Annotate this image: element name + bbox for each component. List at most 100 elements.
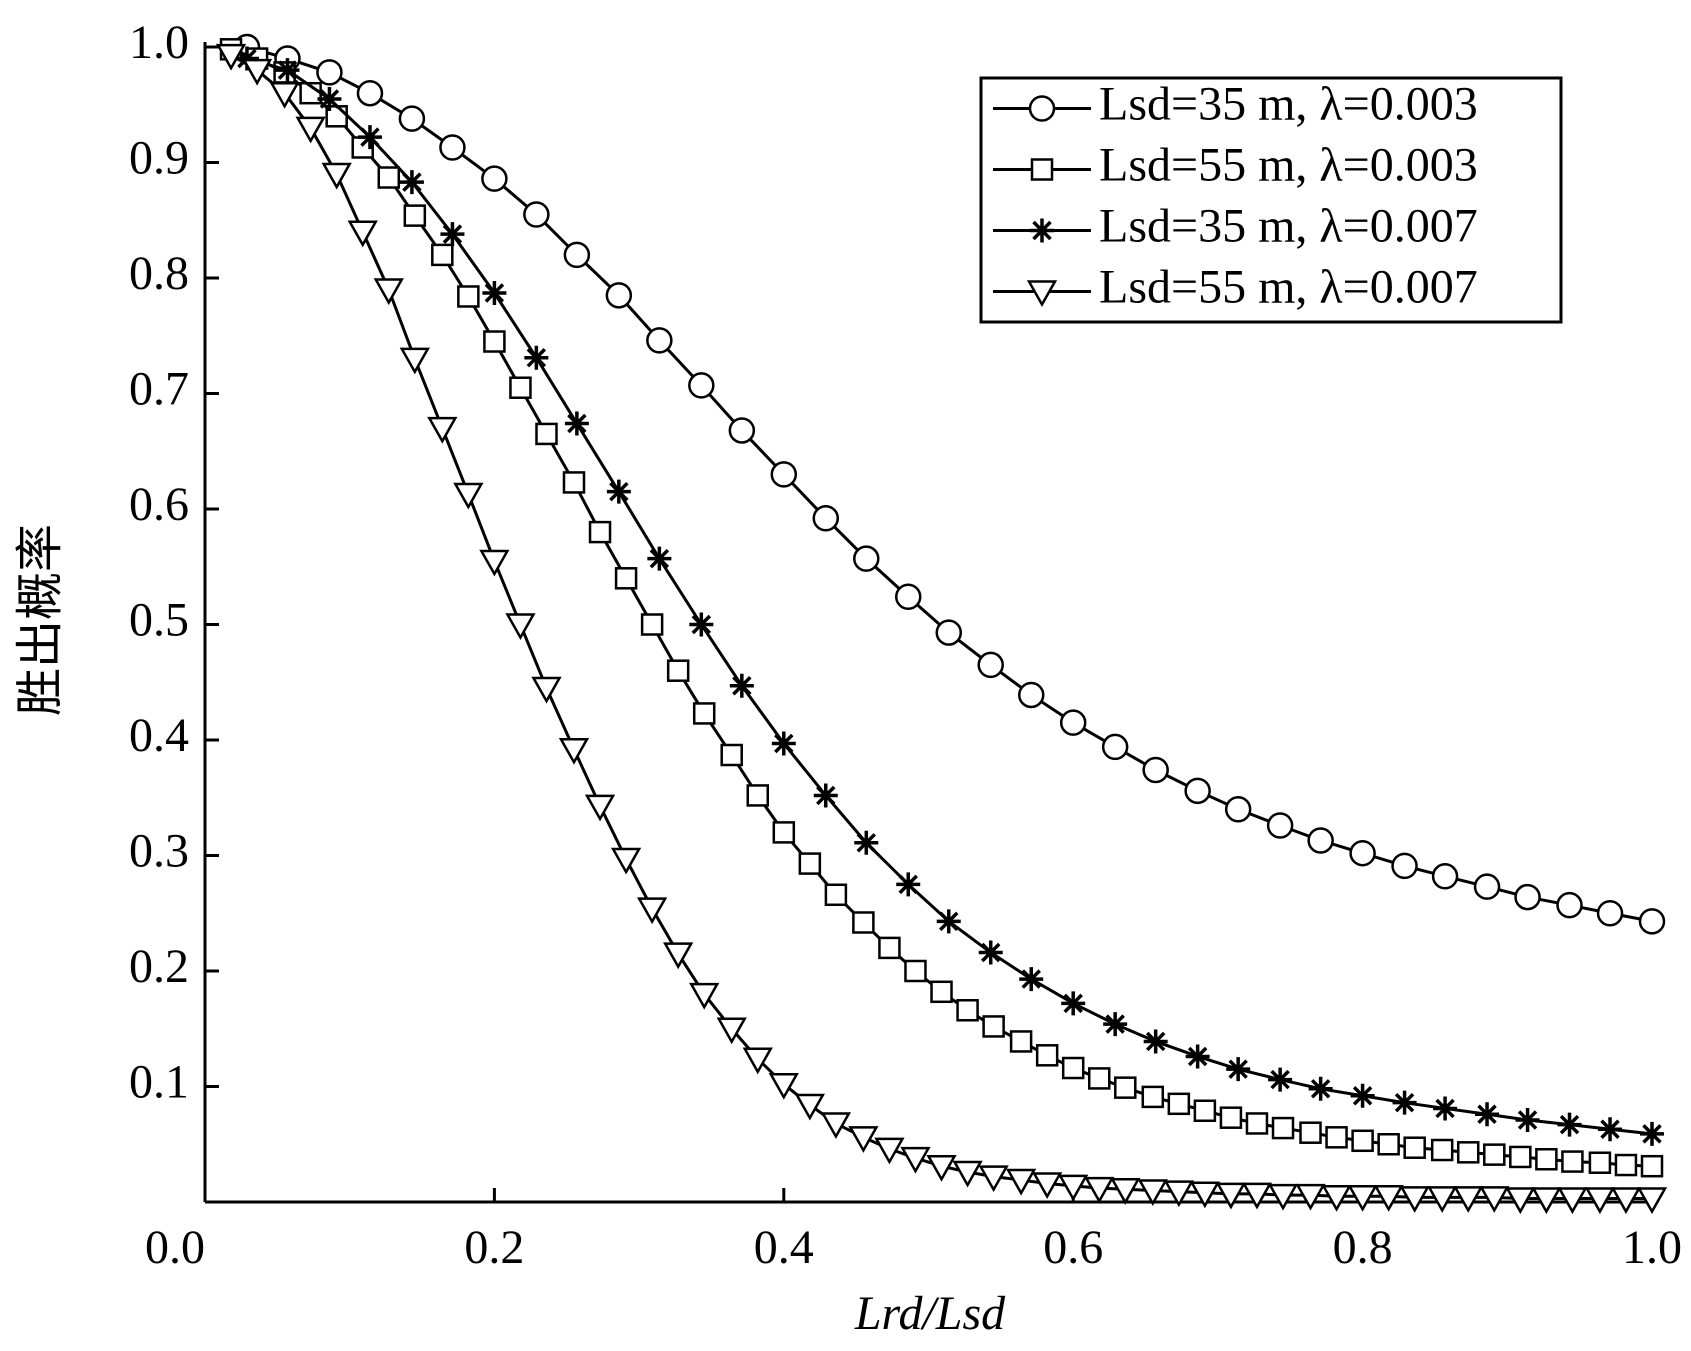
marker: [295, 116, 326, 144]
marker: [347, 220, 378, 248]
marker: [1638, 908, 1666, 935]
marker: [1061, 1056, 1085, 1080]
x-tick-label: 0.6: [1043, 1221, 1103, 1274]
marker: [1030, 158, 1054, 181]
x-axis-label: Lrd/Lsd: [854, 1287, 1006, 1340]
marker: [427, 416, 458, 444]
marker: [316, 59, 343, 86]
marker: [1307, 827, 1334, 854]
marker: [978, 1165, 1009, 1193]
marker: [605, 282, 633, 309]
marker: [1399, 1186, 1430, 1213]
marker: [1640, 1121, 1664, 1146]
marker: [1061, 991, 1086, 1016]
marker: [1614, 1153, 1638, 1177]
marker: [564, 411, 589, 436]
marker: [1556, 891, 1583, 919]
marker: [373, 278, 404, 306]
marker: [1267, 1183, 1299, 1211]
legend-box: [979, 76, 1563, 324]
marker: [563, 241, 591, 269]
marker: [1373, 1184, 1404, 1212]
marker: [646, 327, 673, 354]
y-tick-label: 0.4: [129, 709, 189, 762]
marker: [692, 702, 716, 725]
x-tick-label: 0.4: [754, 1221, 814, 1274]
marker: [640, 613, 664, 636]
marker: [1505, 1187, 1536, 1215]
marker: [481, 165, 508, 192]
marker: [666, 659, 690, 682]
marker: [1058, 1174, 1089, 1202]
marker: [1610, 1187, 1642, 1215]
marker: [904, 959, 927, 983]
marker: [1596, 900, 1624, 927]
marker: [1299, 1121, 1322, 1144]
marker: [453, 482, 484, 510]
marker: [1101, 733, 1129, 761]
marker: [483, 330, 506, 353]
marker: [439, 134, 466, 161]
marker: [1005, 1168, 1037, 1196]
marker: [1321, 1184, 1352, 1212]
marker: [1349, 839, 1376, 867]
marker: [1473, 873, 1501, 900]
marker: [1028, 95, 1056, 122]
marker: [1430, 1138, 1454, 1162]
marker: [1110, 1178, 1141, 1205]
legend-label: Lsd=35 m, λ=0.003: [1099, 78, 1478, 131]
marker: [398, 105, 426, 132]
y-axis-label: 胜出概率: [14, 524, 67, 716]
marker: [403, 204, 427, 227]
marker: [900, 1146, 931, 1174]
marker: [321, 162, 352, 190]
marker: [356, 79, 384, 107]
marker: [457, 285, 480, 308]
marker: [1403, 1136, 1426, 1159]
y-tick-label: 0.9: [129, 132, 189, 185]
marker: [854, 830, 879, 855]
marker: [399, 347, 430, 375]
marker: [1141, 1085, 1165, 1109]
marker: [878, 936, 901, 960]
marker: [509, 376, 532, 399]
marker: [1350, 1083, 1375, 1108]
marker: [1193, 1099, 1217, 1123]
marker: [848, 1126, 879, 1153]
marker: [1032, 1172, 1063, 1200]
marker: [1325, 1126, 1348, 1149]
marker: [1030, 218, 1054, 243]
marker: [1347, 1184, 1378, 1212]
marker: [1017, 681, 1045, 709]
marker: [1308, 1076, 1333, 1101]
marker: [505, 613, 536, 641]
x-tick-label: 0.2: [464, 1221, 524, 1274]
marker: [1392, 1090, 1417, 1115]
marker: [1241, 1182, 1273, 1210]
marker: [1189, 1181, 1221, 1209]
marker: [1557, 1187, 1588, 1215]
marker: [894, 583, 922, 611]
marker: [1640, 1154, 1664, 1178]
marker: [978, 940, 1003, 965]
marker: [729, 673, 754, 698]
marker: [1456, 1141, 1480, 1164]
marker: [1588, 1151, 1612, 1174]
marker: [647, 546, 672, 571]
marker: [689, 982, 720, 1010]
marker: [1019, 967, 1044, 992]
marker: [663, 942, 694, 970]
marker: [930, 980, 953, 1004]
legend-label: Lsd=55 m, λ=0.003: [1099, 139, 1478, 192]
marker: [982, 1015, 1005, 1038]
marker: [562, 471, 586, 494]
marker: [1479, 1186, 1510, 1213]
marker: [689, 612, 714, 637]
marker: [1598, 1117, 1623, 1142]
marker: [716, 1017, 747, 1045]
marker: [1514, 883, 1541, 911]
marker: [728, 417, 756, 444]
marker: [1271, 1116, 1295, 1140]
marker: [1026, 280, 1058, 308]
marker: [1103, 1012, 1128, 1037]
